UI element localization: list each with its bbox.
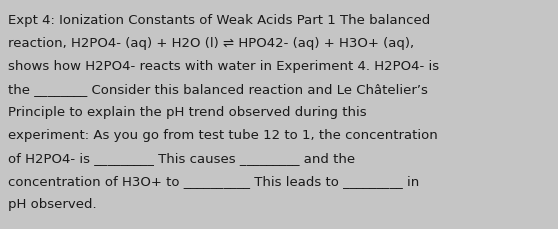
Text: the ________ Consider this balanced reaction and Le Châtelier’s: the ________ Consider this balanced reac… xyxy=(8,83,428,95)
Text: Principle to explain the pH trend observed during this: Principle to explain the pH trend observ… xyxy=(8,106,367,118)
Text: reaction, H2PO4- (aq) + H2O (l) ⇌ HPO42- (aq) + H3O+ (aq),: reaction, H2PO4- (aq) + H2O (l) ⇌ HPO42-… xyxy=(8,37,414,50)
Text: shows how H2PO4- reacts with water in Experiment 4. H2PO4- is: shows how H2PO4- reacts with water in Ex… xyxy=(8,60,439,73)
Text: concentration of H3O+ to __________ This leads to _________ in: concentration of H3O+ to __________ This… xyxy=(8,174,419,187)
Text: Expt 4: Ionization Constants of Weak Acids Part 1 The balanced: Expt 4: Ionization Constants of Weak Aci… xyxy=(8,14,430,27)
Text: experiment: As you go from test tube 12 to 1, the concentration: experiment: As you go from test tube 12 … xyxy=(8,128,437,141)
Text: of H2PO4- is _________ This causes _________ and the: of H2PO4- is _________ This causes _____… xyxy=(8,151,355,164)
Text: pH observed.: pH observed. xyxy=(8,197,97,210)
